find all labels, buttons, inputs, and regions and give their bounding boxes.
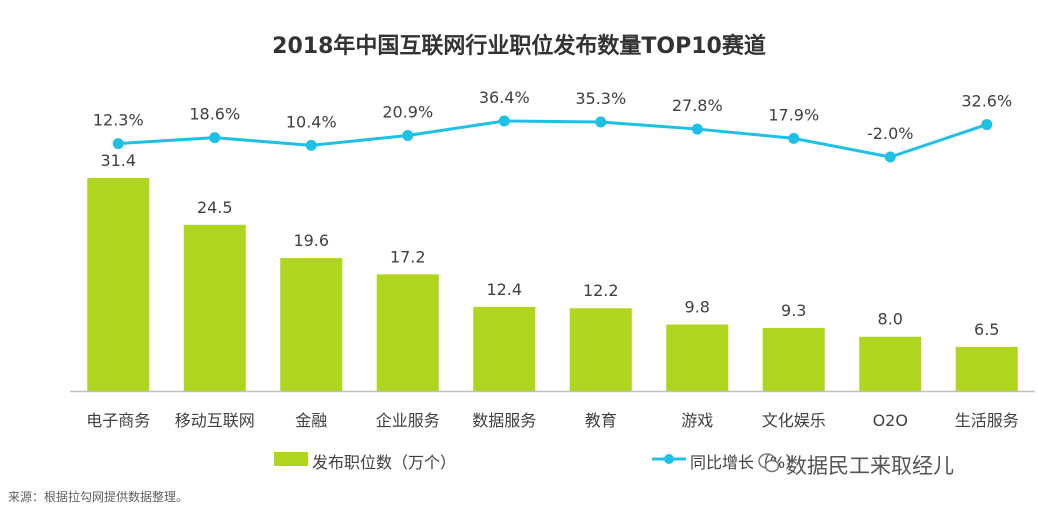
growth-point	[788, 132, 800, 144]
bar-value-label: 24.5	[197, 198, 233, 217]
bar-5	[569, 308, 632, 391]
growth-value-label: 36.4%	[479, 88, 530, 107]
legend-bar-label: 发布职位数（万个）	[312, 453, 457, 472]
watermark: 数据民工来取经儿	[786, 454, 954, 478]
bar-4	[473, 306, 536, 391]
growth-point	[691, 123, 703, 135]
category-label: 生活服务	[955, 411, 1019, 430]
growth-value-label: 20.9%	[382, 103, 433, 122]
growth-value-labels: 12.3% 18.6% 10.4% 20.9% 36.4% 35.3% 27.8% 17.9%…	[93, 88, 1012, 143]
category-labels: 电子商务 移动互联网 金融 企业服务 数据服务 教育 游戏 文化娱乐 O2O 生活服务	[86, 411, 1019, 430]
growth-point	[402, 130, 414, 142]
growth-value-label: 35.3%	[575, 89, 626, 108]
bar-6	[666, 324, 729, 391]
category-label: 教育	[585, 411, 617, 430]
bar-3	[376, 274, 439, 391]
bar-value-label: 9.3	[781, 301, 806, 320]
source-note: 来源：根据拉勾网提供数据整理。	[8, 490, 189, 504]
wechat-icon	[758, 453, 780, 473]
category-label: 电子商务	[86, 411, 150, 430]
bar-9	[955, 346, 1018, 391]
growth-value-label: 10.4%	[286, 112, 337, 131]
bar-0	[87, 178, 150, 391]
category-label: O2O	[873, 411, 908, 430]
legend-bar-swatch	[274, 452, 308, 466]
chart-title: 2018年中国互联网行业职位发布数量TOP10赛道	[272, 34, 766, 59]
category-label: 金融	[295, 411, 327, 430]
bar-value-label: 31.4	[100, 151, 136, 170]
growth-line-series	[112, 115, 993, 163]
bar-value-label: 8.0	[878, 310, 903, 329]
category-label: 游戏	[681, 411, 713, 430]
bar-2	[280, 258, 343, 391]
bar-value-label: 12.2	[583, 281, 619, 300]
bar-8	[859, 336, 922, 391]
growth-value-label: 12.3%	[93, 111, 144, 130]
bar-7	[762, 327, 825, 391]
growth-point	[112, 138, 124, 150]
category-label: 数据服务	[472, 411, 536, 430]
bar-value-label: 12.4	[486, 280, 522, 299]
legend-line-marker	[664, 454, 674, 464]
category-label: 企业服务	[376, 411, 440, 430]
growth-value-label: 17.9%	[768, 105, 819, 124]
bar-series	[87, 178, 1018, 391]
growth-value-label: 32.6%	[961, 92, 1012, 111]
growth-point	[209, 132, 221, 144]
growth-value-label: 18.6%	[189, 105, 240, 124]
growth-point	[981, 119, 993, 131]
bar-value-label: 6.5	[974, 320, 999, 339]
growth-line	[118, 119, 988, 159]
legend-line-label: 同比增长（%）	[690, 453, 802, 472]
growth-point	[498, 115, 510, 127]
bar-value-label: 9.8	[685, 298, 710, 317]
bar-1	[183, 224, 246, 391]
legend	[274, 452, 686, 466]
bar-value-labels: 31.4 24.5 19.6 17.2 12.4 12.2 9.8 9.3 8.0 6.5	[100, 151, 999, 339]
growth-point	[305, 139, 317, 151]
bar-value-label: 17.2	[390, 247, 426, 266]
growth-point	[595, 116, 607, 128]
growth-point	[884, 151, 896, 163]
category-label: 移动互联网	[175, 411, 255, 430]
bar-value-label: 19.6	[293, 231, 329, 250]
category-label: 文化娱乐	[762, 411, 826, 430]
growth-value-label: -2.0%	[867, 124, 913, 143]
growth-value-label: 27.8%	[672, 96, 723, 115]
